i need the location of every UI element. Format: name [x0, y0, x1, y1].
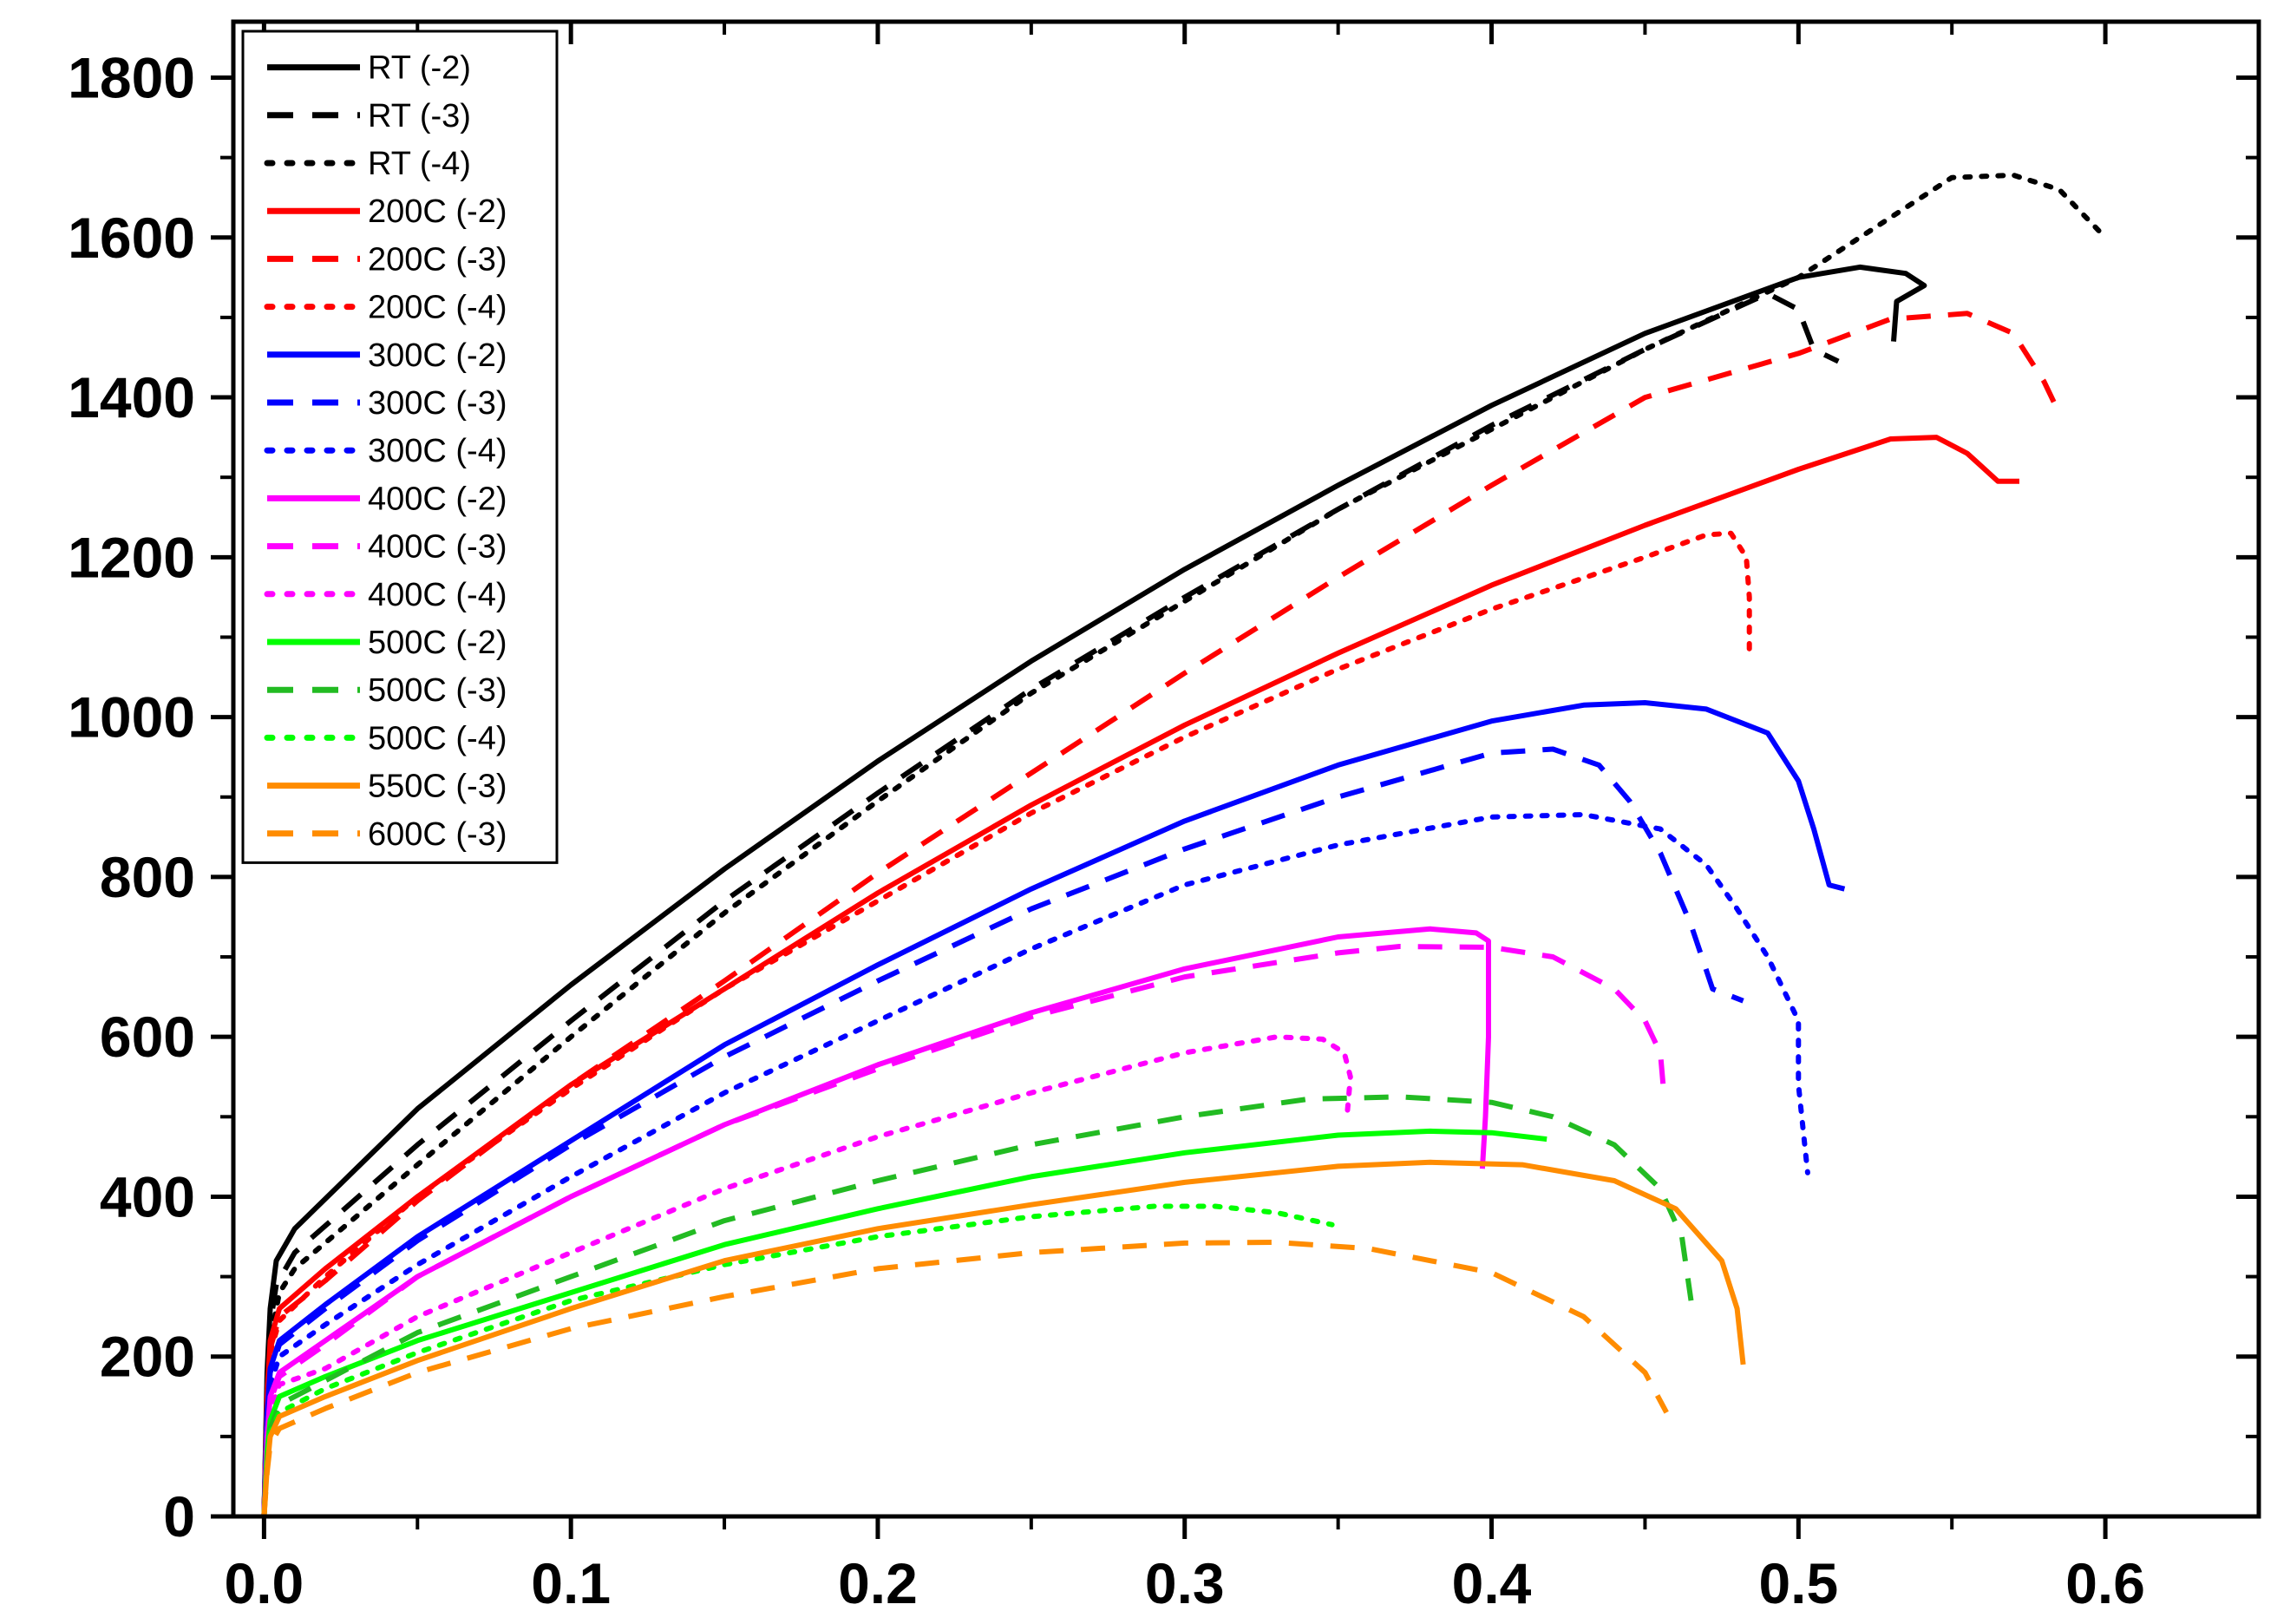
series-line-0 [261, 264, 1927, 1517]
legend-label: 500C (-2) [368, 625, 507, 661]
x-tick-label: 0.6 [2065, 1551, 2145, 1615]
series-line-5 [261, 530, 1752, 1519]
series-line-4 [261, 311, 2062, 1517]
series-line-14 [261, 1203, 1335, 1519]
legend-label: 400C (-3) [368, 529, 507, 566]
legend-label: 300C (-3) [368, 385, 507, 422]
legend-label: 550C (-3) [368, 769, 507, 805]
series-line-7 [261, 746, 1744, 1517]
series-line-13 [261, 1094, 1694, 1517]
legend-label: 200C (-4) [368, 290, 507, 326]
y-tick-label: 1800 [68, 45, 195, 109]
legend-label: RT (-4) [368, 146, 471, 182]
series-line-12 [261, 1128, 1547, 1517]
y-tick-label: 200 [100, 1325, 195, 1389]
legend-label: RT (-2) [368, 50, 471, 87]
legend-label: 300C (-2) [368, 337, 507, 374]
series-line-10 [261, 944, 1666, 1517]
legend-label: 400C (-2) [368, 481, 507, 517]
y-tick-label: 400 [100, 1164, 195, 1228]
plot-frame [231, 19, 2261, 1519]
series-line-1 [261, 291, 1840, 1517]
series-line-3 [261, 435, 2019, 1517]
series-line-11 [261, 1034, 1353, 1519]
legend-label: RT (-3) [368, 98, 471, 134]
y-tick-label: 600 [100, 1005, 195, 1069]
series-line-15 [261, 1159, 1746, 1517]
series-line-16 [261, 1240, 1669, 1517]
legend-label: 300C (-4) [368, 433, 507, 469]
series-line-2 [261, 172, 2109, 1519]
legend-label: 500C (-4) [368, 720, 507, 756]
legend-box [241, 29, 559, 864]
x-tick-label: 0.1 [531, 1551, 611, 1615]
legend-label: 200C (-3) [368, 241, 507, 278]
legend-label: 200C (-2) [368, 193, 507, 230]
axis-layer: 0.0 0.1 0.2 0.3 0.4 0.5 0.6 0 200 400 600 800 1000 12… [68, 22, 2259, 1615]
y-tick-label: 1400 [68, 365, 195, 429]
x-tick-label: 0.2 [838, 1551, 918, 1615]
legend-label: 600C (-3) [368, 816, 507, 853]
x-tick-label: 0.4 [1452, 1551, 1532, 1615]
legend-label: 400C (-4) [368, 577, 507, 613]
y-tick-label: 1600 [68, 206, 195, 270]
x-tick-label: 0.3 [1145, 1551, 1225, 1615]
y-tick-label: 0 [163, 1484, 195, 1549]
y-tick-label: 1000 [68, 685, 195, 750]
y-tick-label: 1200 [68, 525, 195, 589]
series-layer [261, 172, 2109, 1519]
series-line-8 [261, 812, 1810, 1519]
x-tick-label: 0.5 [1758, 1551, 1838, 1615]
legend: RT (-2) RT (-3) RT (-4) 200C (-2) 200C (-3) 2… [241, 29, 559, 864]
legend-label: 500C (-3) [368, 672, 507, 709]
x-tick-label: 0.0 [225, 1551, 304, 1615]
series-line-6 [261, 700, 1846, 1517]
y-tick-label: 800 [100, 845, 195, 909]
